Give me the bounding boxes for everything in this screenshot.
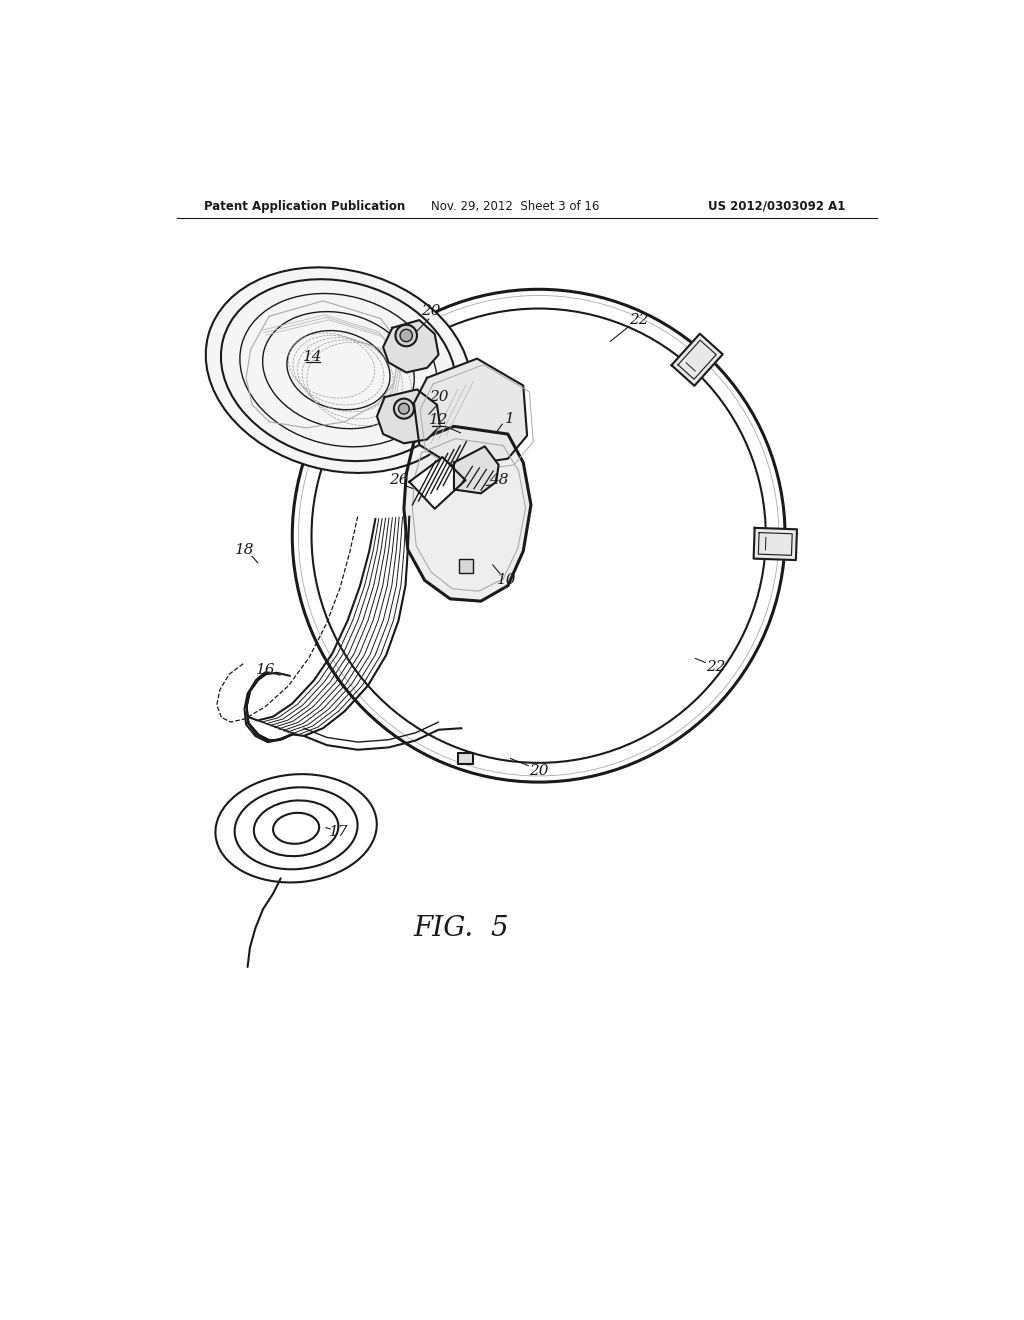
Text: US 2012/0303092 A1: US 2012/0303092 A1 [708,199,846,213]
Polygon shape [403,426,531,601]
Bar [460,558,473,573]
Text: 16: 16 [256,664,275,677]
Text: 1: 1 [505,412,514,425]
Circle shape [400,330,413,342]
Circle shape [395,325,417,346]
Ellipse shape [206,268,471,473]
Text: 18: 18 [234,543,254,557]
Bar [458,752,473,763]
Text: 10: 10 [497,573,516,587]
Text: 20: 20 [421,304,440,318]
Text: 20: 20 [529,763,549,777]
Text: 22: 22 [629,313,648,327]
Circle shape [394,399,414,418]
Polygon shape [377,389,440,444]
Polygon shape [383,321,438,372]
Polygon shape [410,457,466,508]
Text: 12: 12 [429,413,449,428]
Polygon shape [454,446,499,494]
Text: 20: 20 [429,391,449,404]
Text: 22: 22 [706,660,726,673]
Text: 48: 48 [488,474,508,487]
Circle shape [292,289,785,781]
Polygon shape [754,528,797,560]
Text: Patent Application Publication: Patent Application Publication [204,199,404,213]
Text: FIG.  5: FIG. 5 [414,915,510,942]
Circle shape [311,309,766,763]
Text: 17: 17 [329,825,348,840]
Polygon shape [672,334,723,385]
Circle shape [398,404,410,414]
Text: 26: 26 [389,474,409,487]
Text: 14: 14 [303,350,323,364]
Polygon shape [230,289,416,440]
Polygon shape [414,359,527,466]
Text: Nov. 29, 2012  Sheet 3 of 16: Nov. 29, 2012 Sheet 3 of 16 [431,199,599,213]
